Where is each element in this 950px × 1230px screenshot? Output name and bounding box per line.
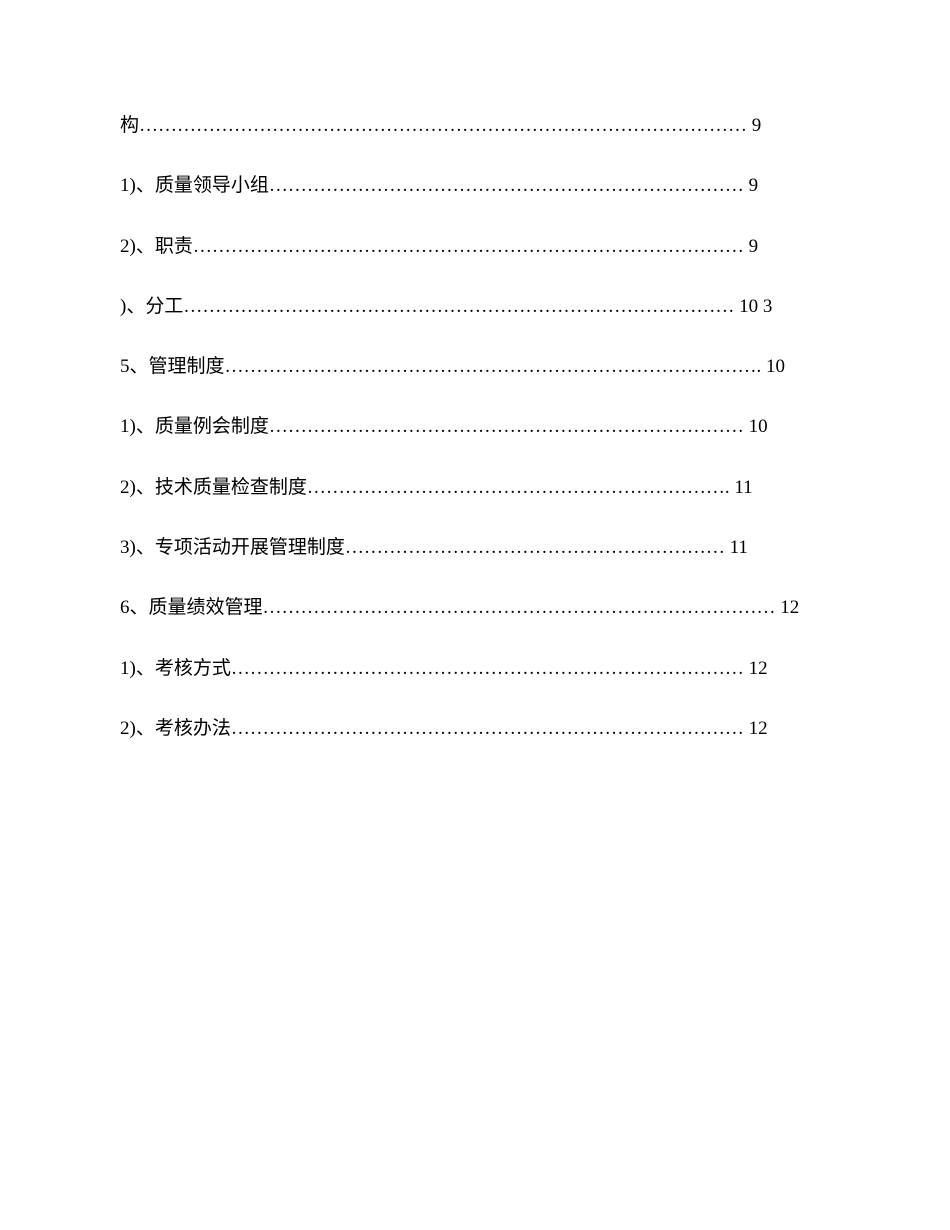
toc-entry: 2)、考核办法……………………………………………………………………… 12	[120, 713, 830, 745]
toc-container: 构…………………………………………………………………………………… 9 1)、质…	[120, 110, 830, 745]
toc-entry: 3)、专项活动开展管理制度…………………………………………………… 11	[120, 532, 830, 564]
toc-entry: 2)、技术质量检查制度…………………………………………………………. 11	[120, 472, 830, 504]
toc-entry: 构…………………………………………………………………………………… 9	[120, 110, 830, 142]
toc-entry: )、分工…………………………………………………………………………… 10 3	[120, 291, 830, 323]
toc-entry: 6、质量绩效管理……………………………………………………………………… 12	[120, 592, 830, 624]
toc-entry: 2)、职责…………………………………………………………………………… 9	[120, 231, 830, 263]
toc-entry: 1)、考核方式……………………………………………………………………… 12	[120, 653, 830, 685]
toc-entry: 5、管理制度…………………………………………………………………………. 10	[120, 351, 830, 383]
toc-entry: 1)、质量例会制度………………………………………………………………… 10	[120, 411, 830, 443]
toc-entry: 1)、质量领导小组………………………………………………………………… 9	[120, 170, 830, 202]
